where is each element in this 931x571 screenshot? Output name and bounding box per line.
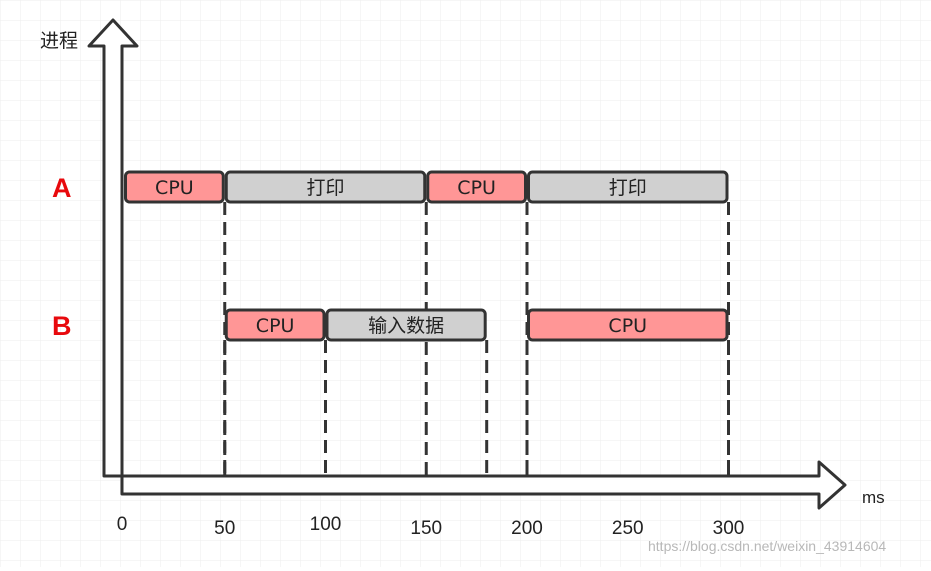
io-segment-bar	[527, 170, 729, 204]
x-tick-label: 50	[214, 518, 235, 539]
cpu-segment-bar	[124, 170, 225, 204]
x-axis-unit-label: ms	[862, 488, 885, 507]
x-tick-label: 300	[713, 518, 745, 539]
io-segment-bar	[224, 170, 427, 204]
x-tick-label: 100	[310, 514, 342, 535]
cpu-segment-bar	[426, 170, 527, 204]
process-label: A	[52, 173, 72, 203]
x-tick-labels: 0 50 100 150 200 250 300	[117, 514, 745, 539]
process-rows: A CPU 打印 CPU 打印 B CPU 输入数据 CPU	[52, 170, 729, 342]
io-segment-bar	[325, 308, 487, 342]
x-tick-label: 0	[117, 514, 128, 535]
segment-label: CPU	[155, 177, 194, 199]
y-axis-label: 进程	[40, 30, 78, 52]
watermark: https://blog.csdn.net/weixin_43914604	[648, 538, 887, 554]
segment-label: 打印	[609, 177, 647, 199]
segment-label: CPU	[608, 315, 647, 337]
process-label: B	[52, 311, 72, 341]
segment-label: 打印	[306, 177, 344, 199]
segment-label: CPU	[457, 177, 496, 199]
x-axis-arrow	[104, 460, 847, 510]
cpu-segment-bar	[527, 308, 729, 342]
dashed-guide-lines	[223, 202, 730, 476]
x-tick-label: 150	[410, 518, 442, 539]
segment-label: CPU	[256, 315, 295, 337]
segment-label: 输入数据	[368, 315, 444, 337]
cpu-segment-bar	[224, 308, 326, 342]
x-tick-label: 200	[511, 518, 543, 539]
x-tick-label: 250	[612, 518, 644, 539]
y-axis-arrow	[87, 18, 139, 478]
